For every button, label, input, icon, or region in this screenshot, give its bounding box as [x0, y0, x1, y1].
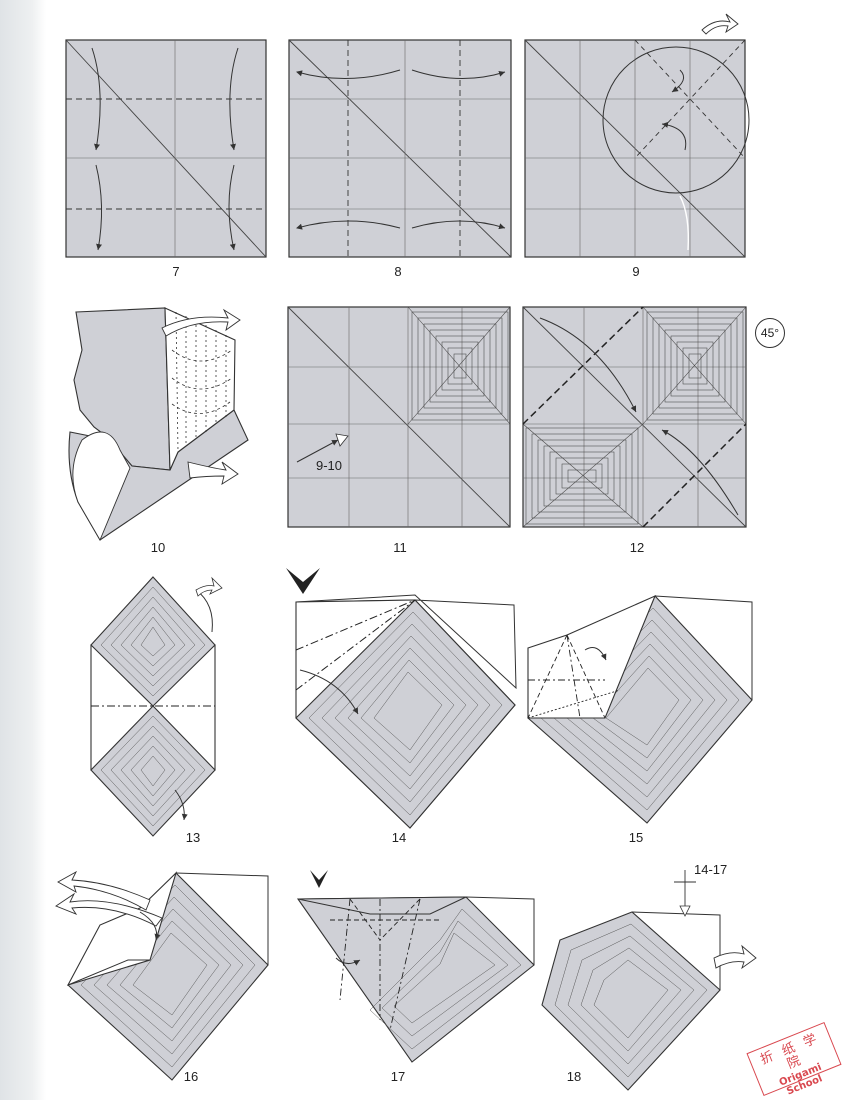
- step-number: 14: [391, 830, 407, 845]
- step-number: 11: [393, 540, 407, 555]
- step-9-diagram: [524, 13, 750, 258]
- turn-over-arrow-icon: [161, 308, 241, 337]
- step-number: 7: [172, 264, 180, 279]
- step-17-diagram: [296, 870, 535, 1063]
- step-7-diagram: [65, 39, 267, 258]
- step-13-diagram: [90, 576, 223, 837]
- step-number: 13: [185, 830, 201, 845]
- step-10-diagram: [68, 307, 249, 542]
- step-16-diagram: [55, 870, 269, 1081]
- rotate-angle-label: 45°: [760, 326, 780, 340]
- step-18-diagram: [541, 870, 757, 1091]
- repeat-steps-label: 14-17: [694, 862, 728, 877]
- step-number: 12: [629, 540, 645, 555]
- step-11-diagram: [287, 306, 511, 528]
- step-14-diagram: [286, 568, 517, 829]
- turn-over-arrow-icon: [713, 944, 757, 970]
- step-15-diagram: [527, 594, 753, 824]
- push-arrow-icon: [310, 870, 328, 888]
- step-number: 10: [150, 540, 166, 555]
- step-12-diagram: [522, 306, 747, 528]
- step-8-diagram: [288, 39, 512, 258]
- rotate-icon: 45°: [755, 318, 785, 348]
- push-arrow-icon: [286, 568, 320, 594]
- repeat-steps-label: 9-10: [316, 458, 343, 473]
- step-number: 16: [183, 1069, 199, 1084]
- turn-over-arrow-icon: [701, 13, 739, 35]
- step-number: 17: [390, 1069, 406, 1084]
- step-number: 9: [632, 264, 640, 279]
- page-binding-shadow: [0, 0, 46, 1100]
- step-number: 18: [566, 1069, 582, 1084]
- step-number: 8: [394, 264, 402, 279]
- step-number: 15: [628, 830, 644, 845]
- fold-arrow-icon: [57, 870, 151, 911]
